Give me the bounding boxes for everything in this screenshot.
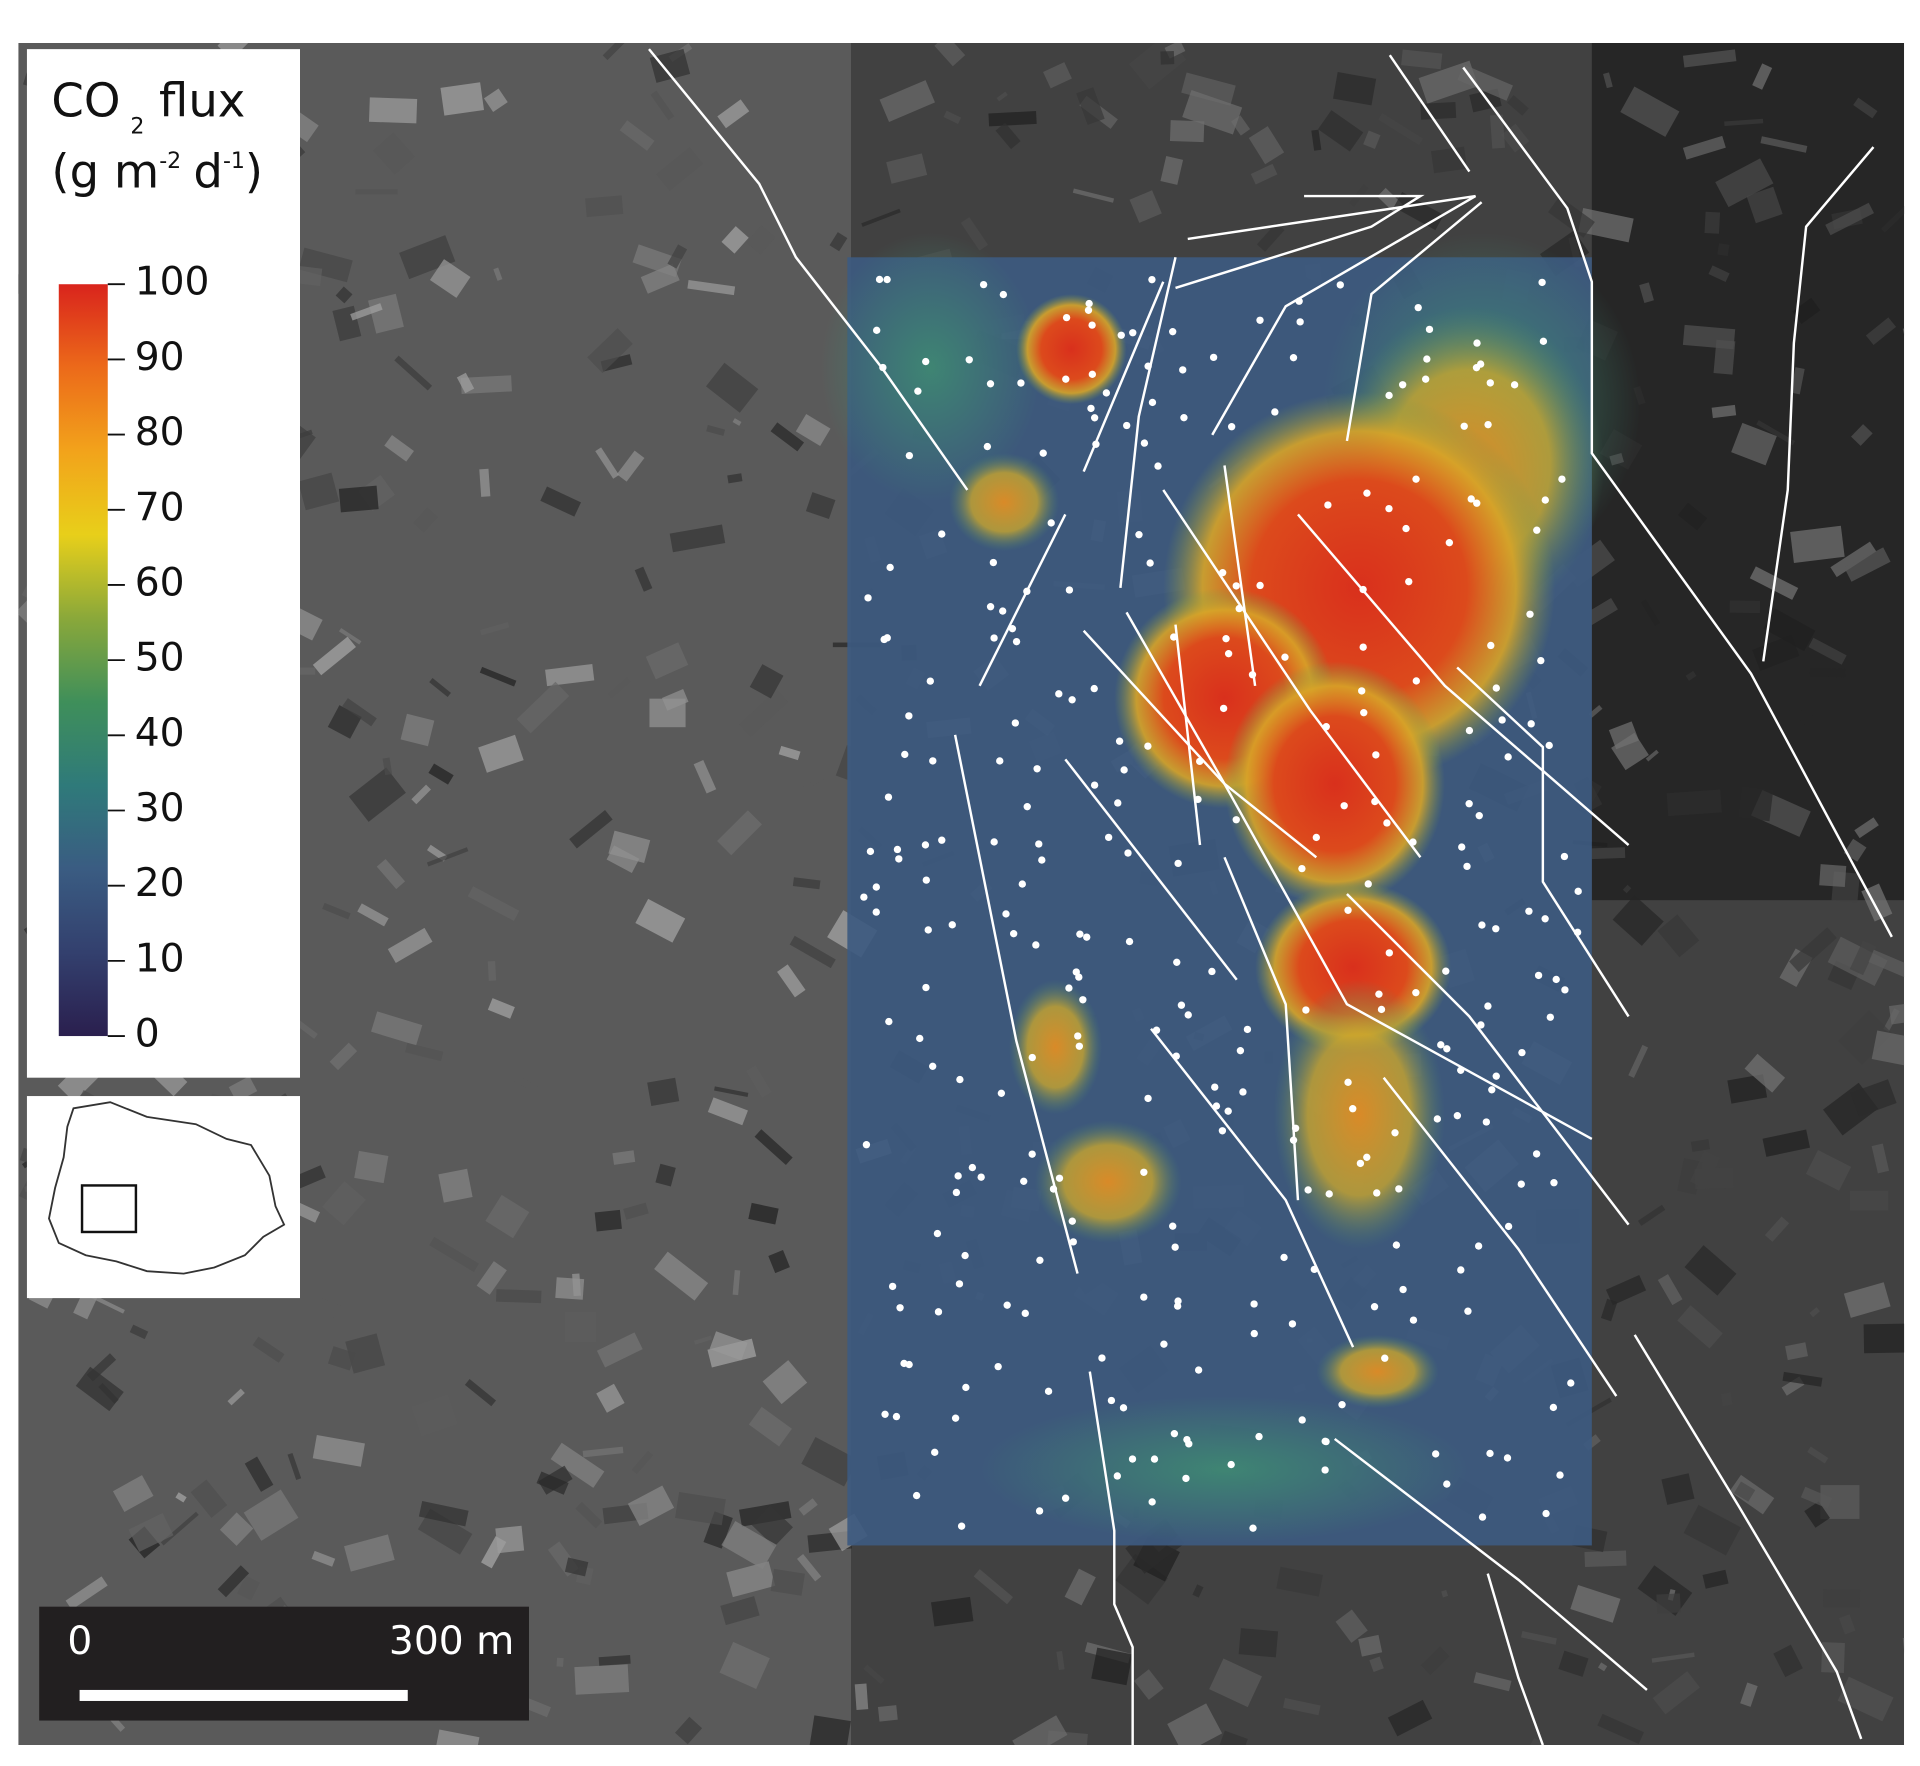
legend-title-part: (g m bbox=[51, 144, 159, 198]
legend-title-part: d bbox=[193, 144, 223, 198]
inset bbox=[26, 1096, 300, 1299]
scale-label: 300 m bbox=[389, 1619, 514, 1664]
colorbar-tick-label: 10 bbox=[135, 936, 185, 981]
colorbar-tick-label: 70 bbox=[135, 485, 185, 530]
colorbar-tick-label: 90 bbox=[135, 335, 185, 380]
legend-title: (g m-2 d-1) bbox=[51, 144, 263, 198]
colorbar-tick-label: 100 bbox=[135, 260, 210, 305]
legend-title-part: ) bbox=[245, 144, 263, 198]
legend: CO 2 flux (g m-2 d-1) 0 10 20 30 40 50 60 70 80 90 10… bbox=[26, 49, 300, 1078]
legend-title-part: flux bbox=[159, 73, 245, 127]
colorbar-tick-label: 30 bbox=[135, 786, 185, 831]
colorbar-tick-label: 0 bbox=[135, 1012, 160, 1057]
colorbar-tick-label: 60 bbox=[135, 560, 185, 605]
legend-title-part: -2 bbox=[159, 149, 181, 174]
flux-overlay bbox=[820, 232, 1641, 1546]
colorbar bbox=[58, 284, 108, 1037]
legend-title-part: -1 bbox=[223, 149, 245, 174]
legend-title-part: CO bbox=[51, 73, 120, 127]
colorbar-tick-label: 50 bbox=[135, 636, 185, 681]
legend-title-part: 2 bbox=[130, 115, 144, 140]
colorbar-tick-label: 80 bbox=[135, 410, 185, 455]
colorbar-tick-label: 40 bbox=[135, 711, 185, 756]
legend-title: CO 2 flux bbox=[51, 73, 245, 139]
scale-line bbox=[79, 1689, 408, 1701]
scale-label: 0 bbox=[67, 1619, 92, 1664]
sample-points bbox=[860, 275, 1582, 1532]
scale-bar: 0 300 m bbox=[39, 1606, 529, 1721]
faults bbox=[648, 48, 1893, 1746]
colorbar-tick-label: 20 bbox=[135, 861, 185, 906]
